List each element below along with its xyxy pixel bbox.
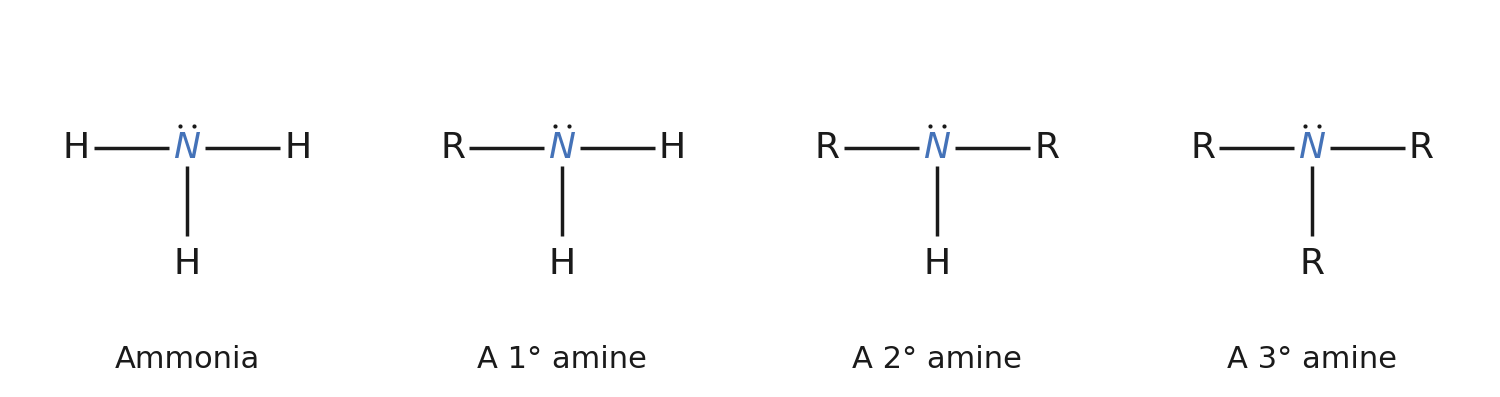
Text: N: N [1299, 131, 1326, 165]
Text: R: R [815, 131, 840, 165]
Text: A 2° amine: A 2° amine [852, 345, 1022, 374]
Text: H: H [284, 131, 310, 165]
Text: Ammonia: Ammonia [114, 345, 260, 374]
Text: H: H [658, 131, 686, 165]
Text: R: R [1299, 247, 1324, 281]
Text: A 1° amine: A 1° amine [477, 345, 646, 374]
Text: H: H [549, 247, 576, 281]
Text: N: N [174, 131, 201, 165]
Text: R: R [1408, 131, 1434, 165]
Text: A 3° amine: A 3° amine [1227, 345, 1397, 374]
Text: H: H [63, 131, 90, 165]
Text: N: N [924, 131, 951, 165]
Text: R: R [440, 131, 465, 165]
Text: H: H [924, 247, 951, 281]
Text: H: H [174, 247, 201, 281]
Text: R: R [1190, 131, 1215, 165]
Text: N: N [549, 131, 576, 165]
Text: R: R [1034, 131, 1059, 165]
